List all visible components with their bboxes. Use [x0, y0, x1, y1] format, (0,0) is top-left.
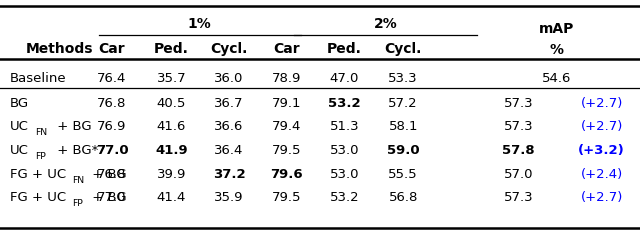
Text: FP: FP: [35, 151, 46, 160]
Text: 79.6: 79.6: [271, 167, 303, 180]
Text: 39.9: 39.9: [157, 167, 186, 180]
Text: 57.0: 57.0: [504, 167, 533, 180]
Text: + BG: + BG: [53, 120, 92, 133]
Text: 53.2: 53.2: [328, 96, 360, 109]
Text: FP: FP: [72, 198, 83, 207]
Text: Car: Car: [99, 42, 125, 55]
Text: BG: BG: [10, 96, 29, 109]
Text: + BG*: + BG*: [53, 143, 99, 156]
Text: 53.3: 53.3: [388, 72, 418, 85]
Text: 41.9: 41.9: [156, 143, 188, 156]
Text: UC: UC: [10, 143, 28, 156]
Text: 76.8: 76.8: [97, 167, 127, 180]
Text: 57.3: 57.3: [504, 120, 533, 133]
Text: FN: FN: [72, 175, 84, 184]
Text: 79.5: 79.5: [272, 143, 301, 156]
Text: 58.1: 58.1: [388, 120, 418, 133]
Text: 35.7: 35.7: [157, 72, 186, 85]
Text: 53.0: 53.0: [330, 143, 359, 156]
Text: + BG: + BG: [88, 191, 126, 204]
Text: Methods: Methods: [26, 42, 93, 55]
Text: 57.2: 57.2: [388, 96, 418, 109]
Text: Cycl.: Cycl.: [385, 42, 422, 55]
Text: 76.4: 76.4: [97, 72, 127, 85]
Text: 51.3: 51.3: [330, 120, 359, 133]
Text: (+2.7): (+2.7): [580, 191, 623, 204]
Text: 79.1: 79.1: [272, 96, 301, 109]
Text: 77.0: 77.0: [96, 143, 128, 156]
Text: 41.6: 41.6: [157, 120, 186, 133]
Text: (+3.2): (+3.2): [578, 143, 625, 156]
Text: FG + UC: FG + UC: [10, 191, 66, 204]
Text: %: %: [550, 43, 564, 57]
Text: 76.9: 76.9: [97, 120, 127, 133]
Text: 54.6: 54.6: [542, 72, 572, 85]
Text: 55.5: 55.5: [388, 167, 418, 180]
Text: 35.9: 35.9: [214, 191, 244, 204]
Text: 40.5: 40.5: [157, 96, 186, 109]
Text: 2%: 2%: [373, 17, 397, 31]
Text: 36.0: 36.0: [214, 72, 244, 85]
Text: 57.8: 57.8: [502, 143, 534, 156]
Text: UC: UC: [10, 120, 28, 133]
Text: 41.4: 41.4: [157, 191, 186, 204]
Text: 1%: 1%: [188, 17, 212, 31]
Text: 36.4: 36.4: [214, 143, 244, 156]
Text: (+2.7): (+2.7): [580, 96, 623, 109]
Text: Ped.: Ped.: [327, 42, 362, 55]
Text: 59.0: 59.0: [387, 143, 419, 156]
Text: Ped.: Ped.: [154, 42, 189, 55]
Text: Baseline: Baseline: [10, 72, 66, 85]
Text: 57.3: 57.3: [504, 96, 533, 109]
Text: 78.9: 78.9: [272, 72, 301, 85]
Text: 76.8: 76.8: [97, 96, 127, 109]
Text: 53.2: 53.2: [330, 191, 359, 204]
Text: FN: FN: [35, 128, 47, 137]
Text: 77.0: 77.0: [97, 191, 127, 204]
Text: 37.2: 37.2: [213, 167, 245, 180]
Text: Cycl.: Cycl.: [211, 42, 248, 55]
Text: (+2.7): (+2.7): [580, 120, 623, 133]
Text: 36.6: 36.6: [214, 120, 244, 133]
Text: mAP: mAP: [539, 22, 575, 36]
Text: 47.0: 47.0: [330, 72, 359, 85]
Text: 79.5: 79.5: [272, 191, 301, 204]
Text: 79.4: 79.4: [272, 120, 301, 133]
Text: Car: Car: [273, 42, 300, 55]
Text: 53.0: 53.0: [330, 167, 359, 180]
Text: FG + UC: FG + UC: [10, 167, 66, 180]
Text: 36.7: 36.7: [214, 96, 244, 109]
Text: (+2.4): (+2.4): [580, 167, 623, 180]
Text: + BG: + BG: [88, 167, 126, 180]
Text: 56.8: 56.8: [388, 191, 418, 204]
Text: 57.3: 57.3: [504, 191, 533, 204]
